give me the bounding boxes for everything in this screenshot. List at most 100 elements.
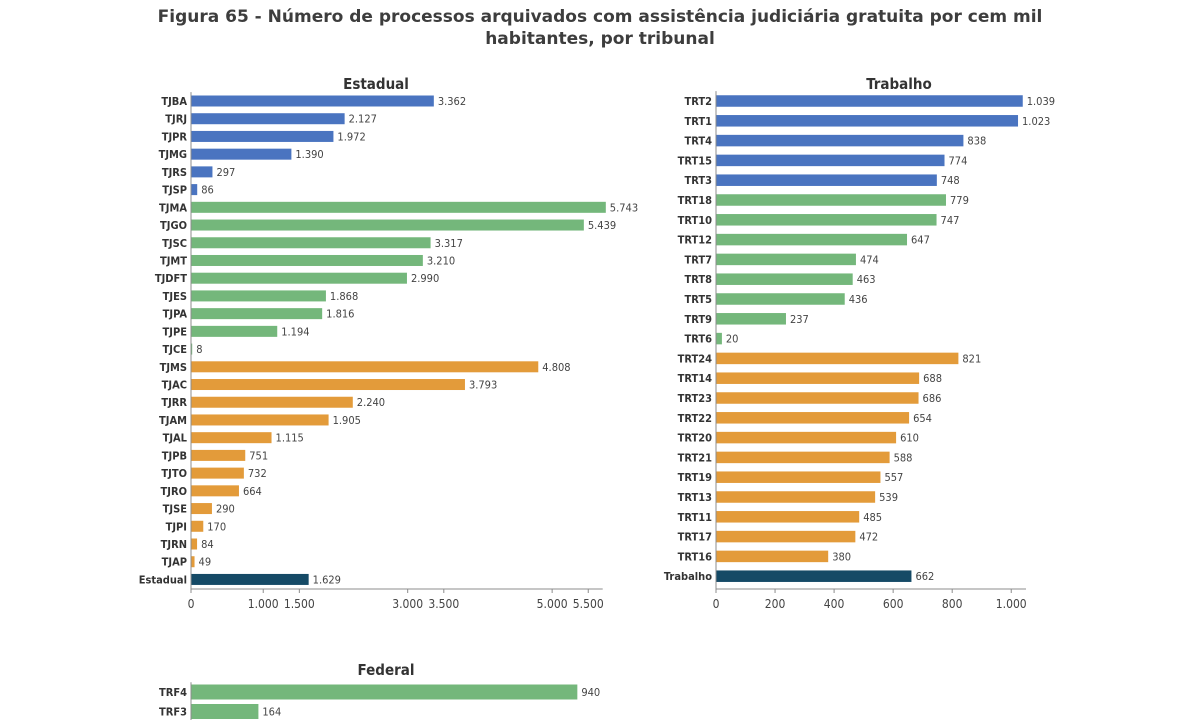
trabalho-category-label: TRT3 [684,174,712,187]
estadual-value-label: 1.816 [326,308,354,321]
trabalho-value-label: 610 [900,432,919,445]
estadual-category-label: TJAL [163,432,188,445]
estadual-bar [191,272,407,284]
estadual-value-label: 4.808 [542,361,570,374]
estadual-bar [191,290,326,302]
estadual-category-label: TJAC [162,379,187,392]
trabalho-bar [716,253,856,266]
federal-value-label: 164 [262,706,281,719]
estadual-category-label: TJMT [160,254,187,267]
trabalho-value-label: 774 [949,154,968,167]
estadual-category-label: TJCE [163,343,188,356]
trabalho-bar [716,372,920,384]
estadual-value-label: 86 [201,184,214,197]
estadual-value-label: 1.905 [333,414,361,427]
estadual-bar [191,343,193,355]
estadual-category-label: TJTO [161,467,187,480]
federal-bar [191,704,259,719]
estadual-value-label: 1.629 [313,573,341,586]
estadual-value-label: 2.240 [357,396,385,409]
estadual-category-label: TJAP [162,556,187,569]
estadual-category-label: TJBA [161,95,187,108]
trabalho-x-tick-label: 600 [883,597,904,611]
trabalho-bar [716,471,881,483]
estadual-category-label: TJPR [162,130,188,143]
estadual-value-label: 1.972 [337,130,365,143]
trabalho-value-label: 485 [863,511,882,524]
estadual-bar [191,449,246,461]
estadual-bar [191,538,198,550]
estadual-value-label: 664 [243,485,262,498]
trabalho-value-label: 436 [849,293,868,306]
trabalho-category-label: TRT10 [678,214,713,227]
estadual-value-label: 3.362 [438,95,466,108]
trabalho-category-label: TRT11 [678,511,713,524]
estadual-bar [191,556,195,568]
trabalho-x-tick-label: 200 [765,597,786,611]
trabalho-bar [716,95,1023,107]
trabalho-value-label: 821 [962,352,981,365]
estadual-bar [191,95,434,107]
estadual-bar [191,432,272,444]
estadual-value-label: 5.743 [610,201,638,214]
estadual-bar [191,503,212,515]
trabalho-value-label: 747 [941,214,960,227]
estadual-bar [191,201,606,213]
estadual-x-tick-label: 3.000 [392,597,423,611]
trabalho-bar [716,431,897,444]
estadual-bar [191,308,323,320]
trabalho-bar [716,174,937,186]
trabalho-x-tick-label: 800 [942,597,963,611]
estadual-bar [191,414,329,426]
trabalho-value-label: 838 [967,135,986,148]
estadual-category-label: Estadual [139,573,187,586]
trabalho-bar [716,491,876,503]
estadual-value-label: 1.868 [330,290,358,303]
estadual-value-label: 3.210 [427,254,455,267]
estadual-bar [191,379,465,391]
estadual-category-label: TJRN [161,538,187,551]
estadual-x-tick-label: 1.000 [248,597,279,611]
estadual-value-label: 84 [201,538,214,551]
trabalho-value-label: 688 [923,372,942,385]
figure-title-line2: habitantes, por tribunal [485,29,715,49]
estadual-x-tick-label: 1.500 [284,597,315,611]
estadual-value-label: 732 [248,467,267,480]
trabalho-value-label: 686 [923,392,942,405]
trabalho-bar [716,352,959,365]
trabalho-category-label: TRT9 [684,313,712,326]
estadual-category-label: TJMS [160,361,187,374]
estadual-value-label: 290 [216,503,235,516]
federal-bar [191,684,578,700]
trabalho-bar [716,273,853,285]
estadual-x-tick-label: 3.500 [428,597,459,611]
trabalho-value-label: 654 [913,412,932,425]
trabalho-bar [716,115,1019,127]
trabalho-x-tick-label: 0 [713,597,720,611]
estadual-bar [191,325,278,337]
estadual-bar [191,219,584,231]
federal-category-label: TRF3 [159,706,187,719]
estadual-value-label: 5.439 [588,219,616,232]
federal-category-label: TRF4 [159,686,187,699]
trabalho-category-label: TRT4 [684,135,712,148]
trabalho-bar [716,550,829,563]
trabalho-x-tick-label: 400 [824,597,845,611]
estadual-value-label: 1.194 [281,325,309,338]
estadual-value-label: 2.127 [349,113,377,126]
trabalho-bar [716,412,910,424]
trabalho-bar [716,293,845,305]
trabalho-bar [716,511,860,523]
estadual-value-label: 8 [196,343,202,356]
trabalho-category-label: TRT21 [678,451,713,464]
trabalho-category-label: TRT24 [678,352,713,365]
estadual-category-label: TJPB [162,449,187,462]
figure-title: Figura 65 - Número de processos arquivad… [0,6,1200,50]
estadual-bar [191,166,213,178]
figure-title-line1: Figura 65 - Número de processos arquivad… [157,7,1043,27]
estadual-value-label: 49 [199,556,212,569]
estadual-category-label: TJPE [163,325,188,338]
trabalho-value-label: 472 [859,531,878,544]
trabalho-bar [716,332,722,345]
trabalho-bar [716,392,919,404]
